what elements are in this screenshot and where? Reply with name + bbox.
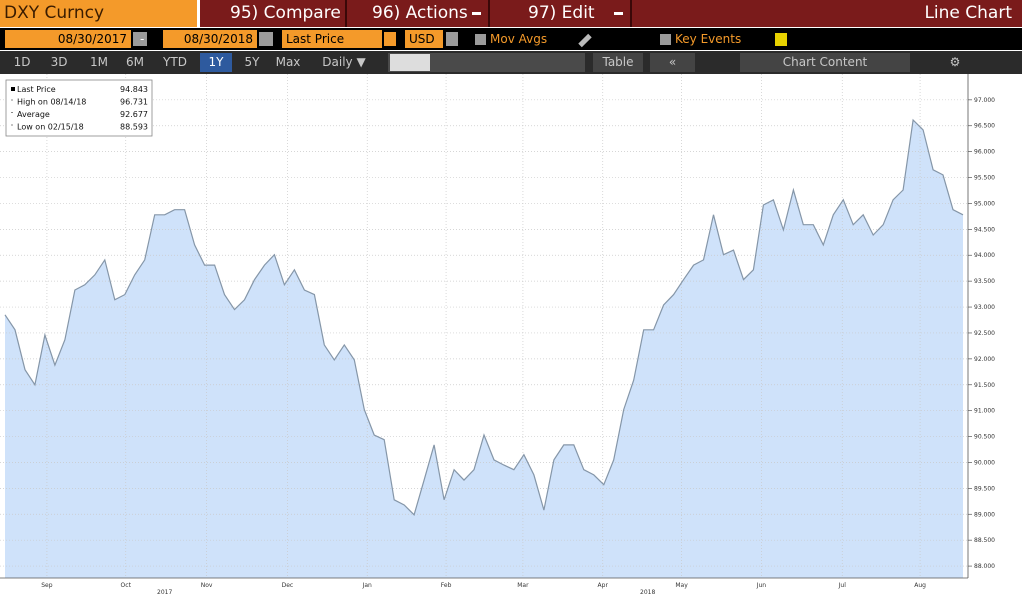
legend-label: Low on 02/15/18 <box>17 123 84 132</box>
line-chart-icon[interactable] <box>390 54 430 71</box>
security: DXY Curncy <box>4 3 105 23</box>
chart-content-button[interactable]: Chart Content <box>740 53 910 72</box>
y-tick-label: 97.000 <box>974 97 995 104</box>
x-tick-label: Feb <box>441 582 452 589</box>
view-name: Line Chart <box>924 0 1012 27</box>
legend-value: 94.843 <box>120 85 148 94</box>
table-button[interactable]: Table <box>593 53 643 72</box>
legend-label: High on 08/14/18 <box>17 98 86 107</box>
x-tick-label: Oct <box>121 582 132 589</box>
collapse-button[interactable]: « <box>650 53 695 72</box>
key-events[interactable]: Key Events <box>675 32 742 46</box>
menu-label: 97) Edit <box>528 3 595 23</box>
currency[interactable]: USD <box>405 30 443 48</box>
y-tick-label: 96.000 <box>974 149 995 156</box>
menu-label: 95) Compare <box>230 3 341 23</box>
x-tick-label: Aug <box>914 582 926 589</box>
divider <box>630 0 632 27</box>
legend-value: 88.593 <box>120 123 148 132</box>
menu-bar <box>200 0 1022 27</box>
period-button[interactable]: 5Y <box>244 55 260 69</box>
field[interactable]: Last Price <box>282 30 382 48</box>
dropdown-icon[interactable] <box>446 32 458 46</box>
menu-label: 96) Actions <box>372 3 468 23</box>
period-button[interactable]: 1Y <box>200 53 232 72</box>
legend-symbol <box>11 124 13 126</box>
y-tick-label: 95.000 <box>974 200 995 207</box>
price-area <box>5 120 963 578</box>
frequency-label: Daily <box>322 55 353 69</box>
x-tick-label: Jan <box>362 582 372 589</box>
legend: Last Price 94.843 High on 08/14/18 96.731 Av… <box>5 79 153 137</box>
mov-avgs[interactable]: Mov Avgs <box>490 32 548 46</box>
legend-value: 92.677 <box>120 110 148 119</box>
security-box[interactable]: DXY Curncy <box>0 0 197 27</box>
legend-label: Average <box>17 110 50 119</box>
y-tick-label: 89.000 <box>974 511 995 518</box>
x-tick-label: Jul <box>838 582 847 589</box>
legend-symbol <box>11 112 13 113</box>
y-tick-label: 93.500 <box>974 278 995 285</box>
start-date[interactable]: 08/30/2017 <box>5 30 131 48</box>
y-tick-label: 90.000 <box>974 459 995 466</box>
checkbox[interactable] <box>475 34 486 45</box>
period-button[interactable]: YTD <box>163 55 187 69</box>
y-tick-label: 93.000 <box>974 304 995 311</box>
period-button[interactable]: 1D <box>13 55 31 69</box>
y-tick-label: 88.500 <box>974 537 995 544</box>
x-tick-label: Nov <box>201 582 213 589</box>
info-icon[interactable] <box>775 33 787 46</box>
year-label: 2017 <box>157 589 172 596</box>
menu-item[interactable]: 96) Actions <box>372 0 468 27</box>
y-tick-label: 94.000 <box>974 252 995 259</box>
legend-box <box>5 79 153 137</box>
menu-item[interactable]: 97) Edit <box>528 0 595 27</box>
y-tick-label: 90.500 <box>974 434 995 441</box>
x-tick-label: May <box>675 582 688 589</box>
legend-label: Last Price <box>17 85 56 94</box>
period-button[interactable]: 1M <box>90 55 108 69</box>
period-button[interactable]: 6M <box>126 55 144 69</box>
y-tick-label: 95.500 <box>974 175 995 182</box>
view-label: Line Chart <box>924 3 1012 23</box>
price-line <box>4 118 964 516</box>
x-tick-label: Mar <box>517 582 529 589</box>
dropdown-icon <box>614 12 623 15</box>
y-tick-label: 94.500 <box>974 226 995 233</box>
y-tick-label: 91.000 <box>974 408 995 415</box>
y-tick-label: 91.500 <box>974 382 995 389</box>
year-label: 2018 <box>640 589 655 596</box>
x-tick-label: Dec <box>282 582 294 589</box>
divider <box>488 0 490 27</box>
legend-value: 96.731 <box>120 98 148 107</box>
x-tick-label: Jun <box>756 582 767 589</box>
calendar-icon[interactable] <box>133 32 147 46</box>
period-button[interactable]: Max <box>275 55 301 69</box>
chart: 88.000 88.500 89.000 89.500 90.000 90.500 91.0… <box>0 74 995 596</box>
y-tick-label: 88.000 <box>974 563 995 570</box>
date-separator: - <box>140 32 145 46</box>
dropdown-icon[interactable] <box>384 32 396 46</box>
y-tick-label: 92.000 <box>974 356 995 363</box>
divider <box>345 0 347 27</box>
settings-button[interactable]: ⚙ <box>949 55 961 69</box>
end-date[interactable]: 08/30/2018 <box>163 30 257 48</box>
menu-item[interactable]: 95) Compare <box>230 0 341 27</box>
period-button[interactable]: 3D <box>50 55 68 69</box>
x-tick-label: Apr <box>598 582 609 589</box>
calendar-icon[interactable] <box>259 32 273 46</box>
legend-symbol <box>11 99 13 101</box>
frequency[interactable]: Daily ▼ <box>322 55 366 69</box>
chart-type-group <box>388 53 585 72</box>
x-tick-label: Sep <box>41 582 53 589</box>
legend-symbol <box>11 87 15 91</box>
checkbox[interactable] <box>660 34 671 45</box>
y-tick-label: 89.500 <box>974 485 995 492</box>
y-tick-label: 92.500 <box>974 330 995 337</box>
y-tick-label: 96.500 <box>974 123 995 130</box>
dropdown-icon <box>472 12 481 15</box>
